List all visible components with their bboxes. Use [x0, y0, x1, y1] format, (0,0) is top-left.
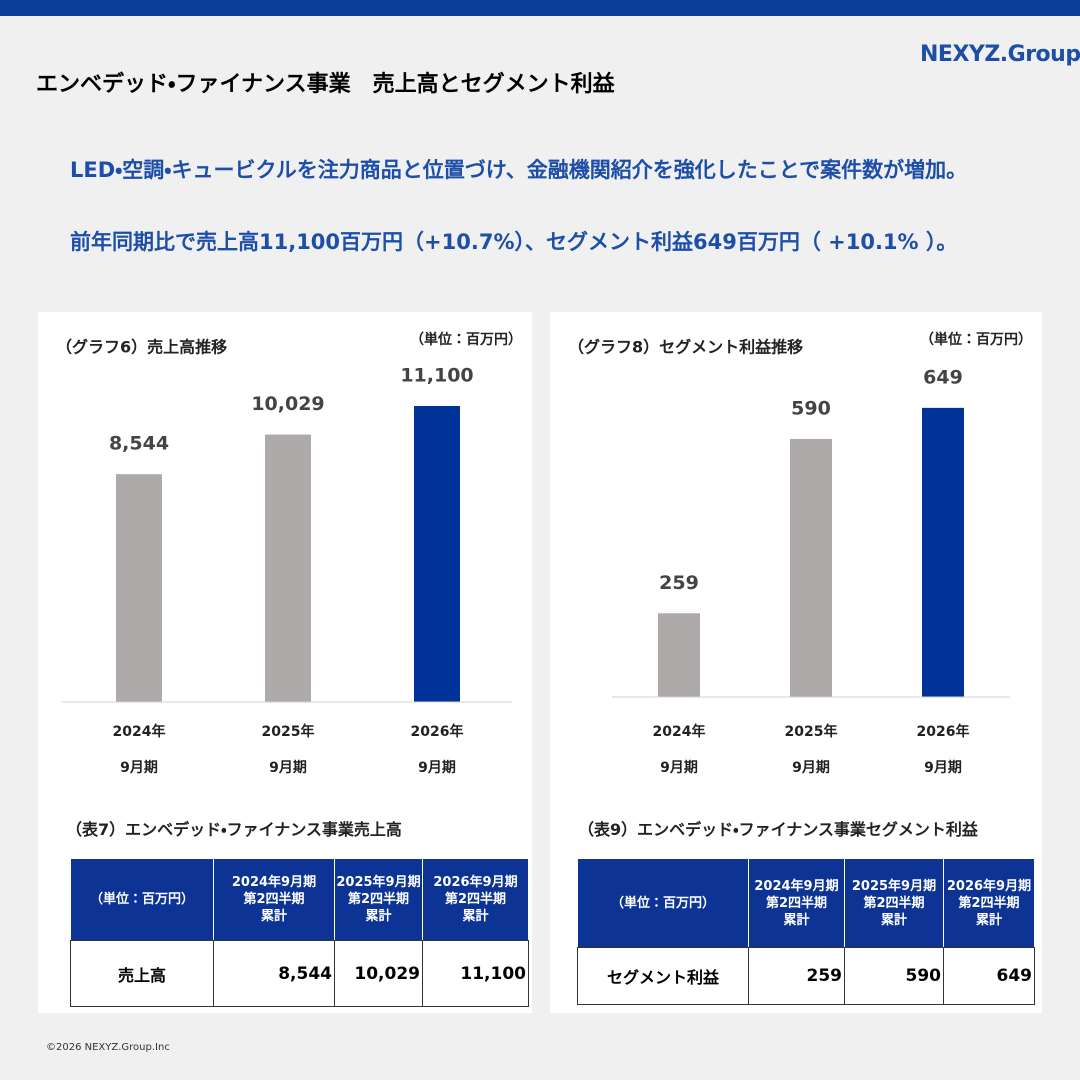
- x-tick-label: 2025年: [785, 723, 838, 740]
- bar: [658, 613, 700, 697]
- chart-title: （グラフ8）セグメント利益推移: [568, 338, 803, 357]
- header-line: 第2四半期: [243, 892, 305, 907]
- x-tick-label: 9月期: [418, 760, 456, 776]
- value-cell: 11,100: [422, 940, 529, 1007]
- unit-label: （単位：百万円）: [410, 331, 522, 348]
- header-line: 第2四半期: [444, 892, 507, 907]
- value-cell: 8,544: [213, 940, 335, 1007]
- header-line: 2026年9月期: [946, 878, 1032, 894]
- value-cell: 259: [748, 947, 845, 1005]
- data-table: （単位：百万円） 2024年9月期 第2四半期 累計 2025年9月期 第2四半期 累計 20…: [70, 858, 529, 1007]
- value-label: 8,544: [109, 433, 169, 455]
- x-tick-label: 9月期: [660, 760, 698, 776]
- header-cell: 2025年9月期 第2四半期累計: [334, 858, 423, 941]
- x-tick-label: 9月期: [924, 760, 962, 776]
- message-line: LED・空調・キュービクルを注力商品と位置づけ、金融機関紹介を強化したことで案件…: [70, 158, 968, 182]
- row-label: セグメント利益: [577, 947, 749, 1005]
- value-label: 11,100: [400, 365, 473, 387]
- header-line: 2025年9月期: [336, 875, 421, 890]
- x-tick-label: 9月期: [120, 760, 158, 776]
- bar: [790, 438, 832, 697]
- x-tick-label: 2024年: [113, 723, 166, 740]
- value-cell: 590: [844, 947, 944, 1005]
- body-row: セグメント利益 259 590 649: [577, 947, 1035, 1005]
- header-line: 2025年9月期: [851, 878, 937, 894]
- header-cell: 2026年9月期 第2四半期累計: [422, 858, 529, 941]
- bar: [265, 434, 311, 702]
- header-cell: （単位：百万円）: [70, 858, 214, 941]
- header-line: 第2四半期: [958, 895, 1020, 911]
- data-table: （単位：百万円） 2024年9月期 第2四半期 累計 2025年9月期 第2四半期 累計 20…: [577, 858, 1035, 1005]
- value-label: 649: [923, 366, 963, 388]
- header-line: 累計: [783, 912, 810, 928]
- x-tick-label: 2026年: [917, 723, 970, 740]
- header-line: 2026年9月期: [433, 875, 518, 890]
- body-row: 売上高 8,544 10,029 11,100: [70, 940, 529, 1007]
- header-cell: （単位：百万円）: [577, 858, 749, 948]
- header-row: （単位：百万円） 2024年9月期 第2四半期 累計 2025年9月期 第2四半期 累計 20…: [577, 858, 1035, 948]
- row-label: 売上高: [70, 940, 214, 1007]
- x-tick-label: 9月期: [269, 760, 307, 776]
- table-title: （表9）エンベデッド・ファイナンス事業セグメント利益: [578, 820, 978, 839]
- value-cell: 10,029: [334, 940, 423, 1007]
- header-line: 累計: [365, 909, 392, 924]
- header-line: 第2四半期: [863, 895, 925, 911]
- header-line: 累計: [975, 912, 1002, 928]
- x-tick-label: 9月期: [792, 760, 830, 776]
- logo: NEXYZ.Group: [920, 42, 1080, 67]
- message-line: 前年同期比で売上高11,100百万円（+10.7%）、セグメント利益649百万円…: [70, 230, 958, 254]
- header-line: 累計: [880, 912, 907, 928]
- header-line: （単位：百万円）: [89, 892, 194, 907]
- footer: ©2026 NEXYZ.Group.Inc: [46, 1042, 170, 1053]
- bar: [414, 406, 460, 702]
- chart-title: （グラフ6）売上高推移: [56, 338, 227, 357]
- value-cell: 649: [943, 947, 1035, 1005]
- value-label: 590: [791, 397, 831, 419]
- bar: [116, 474, 162, 702]
- value-label: 10,029: [251, 393, 324, 415]
- x-tick-label: 2024年: [653, 723, 706, 740]
- x-tick-label: 2026年: [411, 723, 464, 740]
- header-line: 累計: [260, 909, 287, 924]
- header-line: 累計: [462, 909, 489, 924]
- header-cell: 2024年9月期 第2四半期 累計: [748, 858, 845, 948]
- header-cell: 2025年9月期 第2四半期 累計: [844, 858, 944, 948]
- value-label: 259: [659, 572, 699, 594]
- header-line: 2024年9月期: [754, 878, 839, 894]
- header-cell: 2024年9月期 第2四半期累計: [213, 858, 335, 941]
- header-row: （単位：百万円） 2024年9月期 第2四半期 累計 2025年9月期 第2四半期 累計 20…: [70, 858, 529, 941]
- page-title: エンベデッド・ファイナンス事業 売上高とセグメント利益: [36, 72, 615, 97]
- table-title: （表7）エンベデッド・ファイナンス事業売上高: [66, 820, 402, 839]
- header-cell: 2026年9月期 第2四半期 累計: [943, 858, 1035, 948]
- header-line: 2024年9月期: [231, 875, 317, 890]
- x-tick-label: 2025年: [262, 723, 315, 740]
- header-line: 第2四半期: [765, 895, 828, 911]
- bar: [922, 407, 964, 697]
- header-line: 第2四半期: [347, 892, 410, 907]
- header-line: （単位：百万円）: [610, 895, 715, 911]
- unit-label: （単位：百万円）: [920, 331, 1032, 348]
- top-bar: [0, 0, 1080, 16]
